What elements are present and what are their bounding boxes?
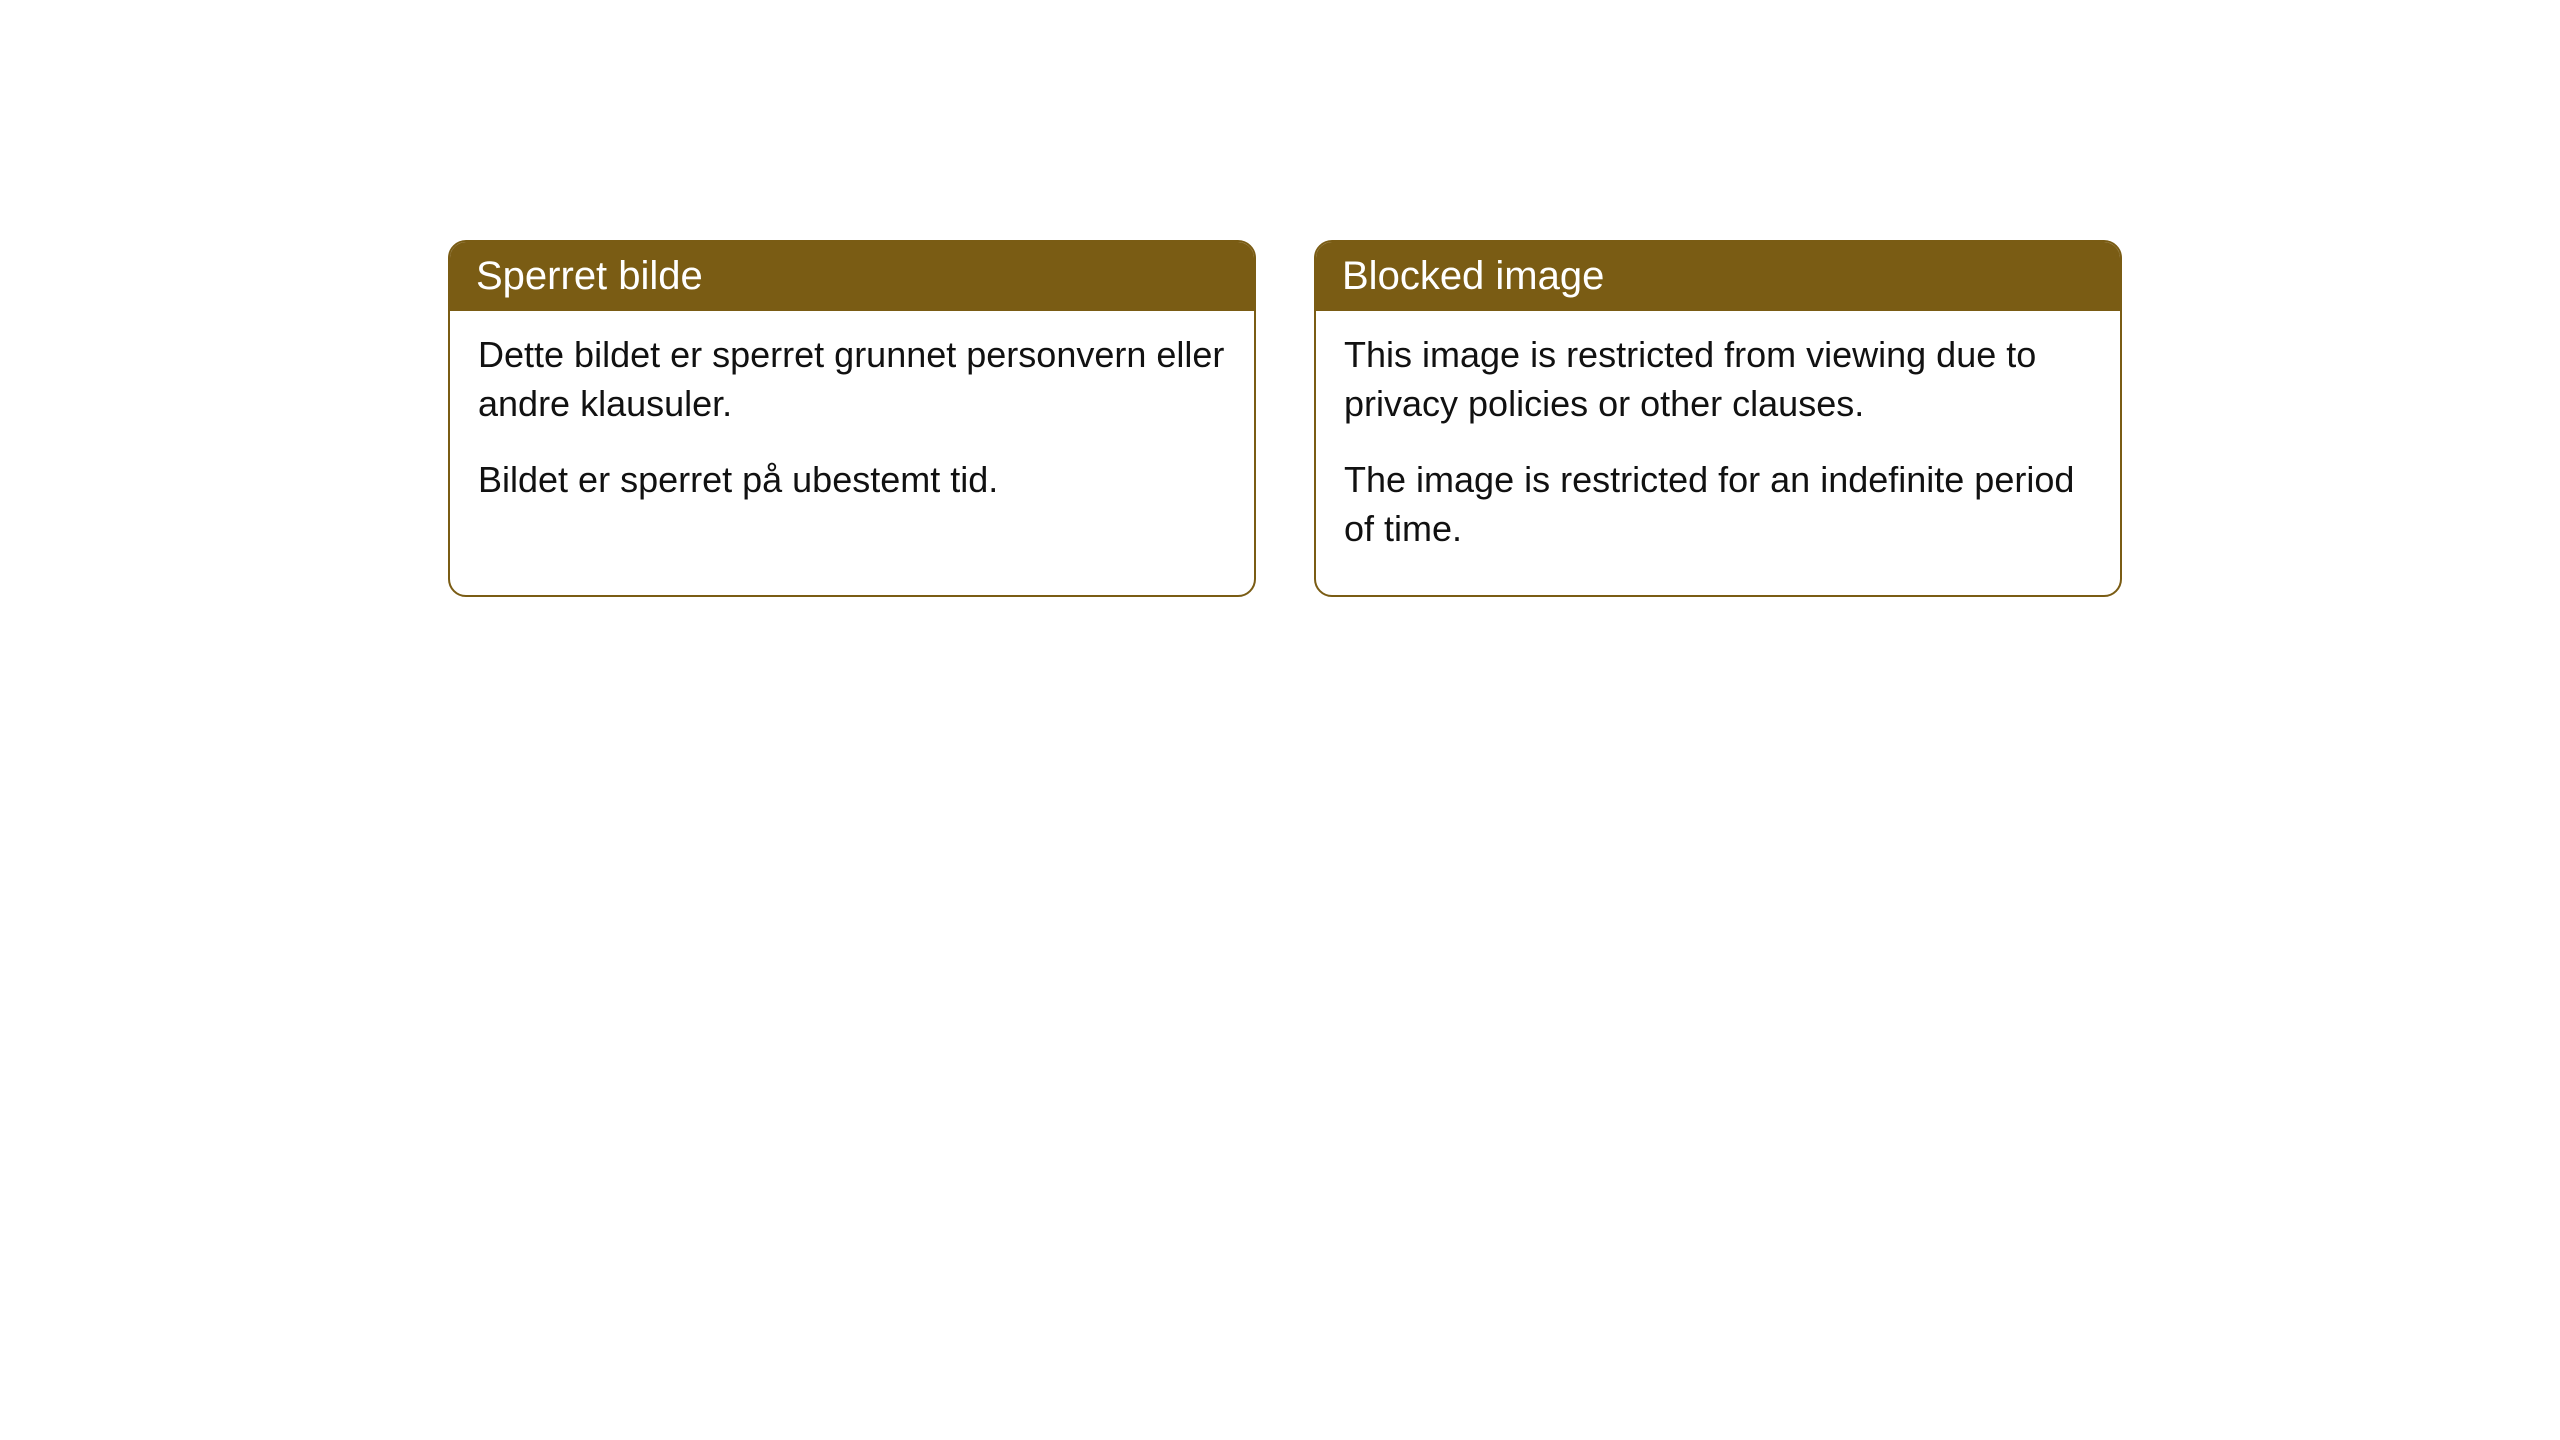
card-paragraph-2-english: The image is restricted for an indefinit… — [1344, 456, 2092, 553]
message-cards-container: Sperret bilde Dette bildet er sperret gr… — [448, 240, 2122, 597]
card-paragraph-1-english: This image is restricted from viewing du… — [1344, 331, 2092, 428]
card-header-norwegian: Sperret bilde — [450, 242, 1254, 311]
card-title-english: Blocked image — [1342, 254, 1604, 298]
card-body-norwegian: Dette bildet er sperret grunnet personve… — [450, 311, 1254, 547]
card-header-english: Blocked image — [1316, 242, 2120, 311]
card-norwegian: Sperret bilde Dette bildet er sperret gr… — [448, 240, 1256, 597]
card-title-norwegian: Sperret bilde — [476, 254, 703, 298]
card-paragraph-2-norwegian: Bildet er sperret på ubestemt tid. — [478, 456, 1226, 505]
card-body-english: This image is restricted from viewing du… — [1316, 311, 2120, 595]
card-english: Blocked image This image is restricted f… — [1314, 240, 2122, 597]
card-paragraph-1-norwegian: Dette bildet er sperret grunnet personve… — [478, 331, 1226, 428]
